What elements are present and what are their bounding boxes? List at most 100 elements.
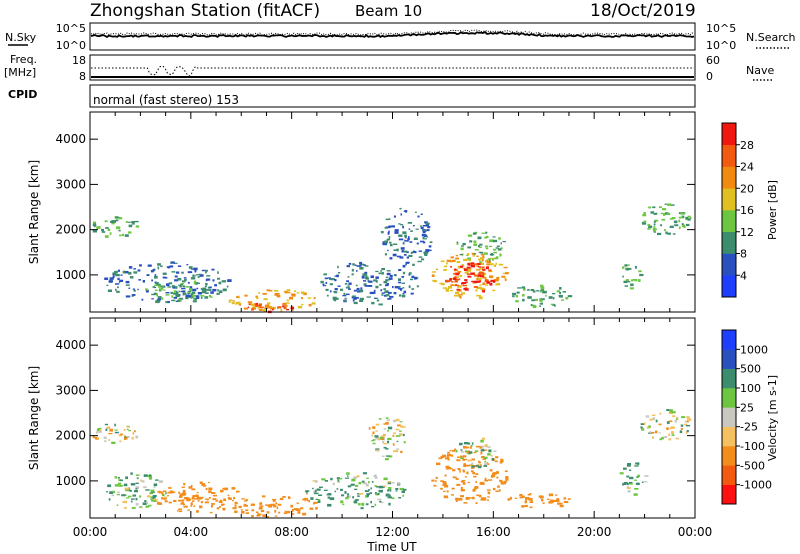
- scatter-cell-region-6: [408, 236, 410, 238]
- scatter-cell-region-6: [452, 469, 456, 472]
- scatter-cell-region-1: [165, 492, 167, 495]
- scatter-cell-region-6: [385, 218, 389, 221]
- scatter-cell-region-5: [324, 284, 327, 287]
- scatter-cell-region-7: [476, 264, 479, 267]
- scatter-cell-region-3: [268, 305, 272, 309]
- scatter-cell-region-5: [398, 285, 401, 289]
- scatter-cell-region-8: [455, 284, 458, 286]
- scatter-cell-region-5: [356, 287, 360, 291]
- scatter-cell-region-10: [522, 288, 526, 291]
- scatter-cell-region-3: [274, 509, 277, 513]
- colorbar-tick-label: -1000: [740, 479, 772, 492]
- scatter-cell-region-1: [164, 277, 168, 279]
- scatter-cell-region-2: [211, 492, 216, 494]
- scatter-cell-region-8: [521, 505, 525, 508]
- scatter-cell-region-5: [325, 288, 329, 291]
- scatter-cell-region-3: [252, 306, 255, 309]
- scatter-cell-region-5: [393, 292, 397, 295]
- scatter-cell-region-1: [190, 277, 196, 280]
- scatter-cell-region-6: [488, 479, 493, 481]
- freq-panel: Freq. [MHz] 18 8 60 0 Nave: [4, 53, 774, 83]
- scatter-cell-region-0: [92, 435, 95, 439]
- scatter-cell-region-6: [420, 226, 424, 230]
- scatter-cell-region-6: [402, 231, 407, 235]
- scatter-cell-region-2: [188, 486, 193, 489]
- scatter-cell-region-3: [291, 513, 295, 515]
- scatter-cell-region-4: [388, 481, 391, 483]
- scatter-cell-region-3: [261, 495, 266, 498]
- scatter-cell-region-8: [529, 506, 533, 509]
- scatter-cell-region-6: [487, 499, 489, 501]
- scatter-cell-region-3: [272, 503, 276, 506]
- scatter-cell-region-6: [440, 456, 445, 458]
- scatter-cell-region-1: [159, 283, 161, 286]
- scatter-cell-region-1: [135, 487, 138, 490]
- scatter-cell-region-5: [389, 274, 393, 278]
- scatter-cell-region-5: [389, 295, 394, 298]
- scatter-cell-region-2: [163, 285, 166, 288]
- scatter-cell-region-2: [227, 496, 230, 500]
- scatter-cell-region-5: [381, 294, 384, 296]
- scatter-cell-region-5: [373, 291, 376, 294]
- scatter-cell-region-5: [399, 294, 402, 297]
- scatter-cell-region-3: [313, 501, 318, 504]
- scatter-cell-region-6: [427, 249, 432, 252]
- scatter-cell-region-9: [495, 256, 499, 259]
- scatter-cell-region-6: [429, 241, 433, 243]
- scatter-cell-region-9: [633, 479, 638, 481]
- scatter-cell-region-4: [376, 486, 379, 488]
- scatter-cell-region-4: [348, 495, 351, 498]
- scatter-cell-region-5: [369, 291, 375, 295]
- scatter-cell-region-0: [114, 423, 116, 427]
- scatter-cell-region-2: [195, 282, 200, 284]
- scatter-cell-region-1: [165, 301, 169, 304]
- scatter-cell-region-10: [668, 412, 673, 414]
- scatter-cell-region-1: [149, 492, 153, 495]
- scatter-cell-region-5: [395, 428, 400, 431]
- scatter-cell-region-2: [161, 287, 164, 289]
- scatter-cell-region-6: [494, 460, 498, 463]
- scatter-cell-region-10: [552, 297, 555, 300]
- scatter-cell-region-4: [327, 504, 330, 507]
- scatter-cell-region-8: [478, 266, 481, 268]
- scatter-cell-region-6: [474, 486, 479, 489]
- nave-line: [91, 65, 694, 77]
- scatter-cell-region-1: [175, 294, 180, 297]
- scatter-cell-region-9: [493, 248, 497, 251]
- scatter-cell-region-6: [462, 455, 467, 458]
- scatter-cell-region-1: [112, 273, 115, 276]
- scatter-cell-region-0: [96, 226, 101, 229]
- scatter-cell-region-5: [364, 271, 368, 275]
- scatter-cell-region-4: [353, 476, 357, 479]
- colorbar-tick-label: -500: [740, 459, 765, 472]
- scatter-cell-region-7: [472, 465, 475, 468]
- scatter-cell-region-5: [377, 449, 380, 452]
- scatter-cell-region-2: [212, 498, 217, 501]
- scatter-cell-region-1: [131, 507, 136, 509]
- scatter-cell-region-1: [138, 279, 141, 281]
- scatter-cell-region-5: [337, 272, 341, 274]
- scatter-cell-region-1: [195, 274, 199, 276]
- scatter-cell-region-6: [428, 245, 432, 248]
- scatter-cell-region-5: [385, 448, 389, 450]
- scatter-cell-region-9: [488, 245, 493, 247]
- scatter-cell-region-3: [272, 306, 276, 310]
- scatter-cell-region-11: [687, 218, 691, 221]
- scatter-cell-region-4: [351, 478, 356, 482]
- scatter-cell-region-6: [492, 487, 496, 491]
- scatter-cell-region-6: [455, 499, 458, 502]
- scatter-cell-region-6: [500, 460, 504, 463]
- scatter-cell-region-3: [276, 294, 281, 298]
- scatter-cell-region-7: [450, 284, 454, 286]
- scatter-cell-region-0: [116, 227, 121, 230]
- scatter-cell-region-6: [415, 228, 419, 230]
- scatter-cell-region-1: [124, 483, 128, 486]
- scatter-cell-region-5: [387, 279, 391, 281]
- colorbar-cell: [722, 330, 736, 350]
- scatter-cell-region-7: [485, 284, 489, 286]
- scatter-cell-region-4: [374, 485, 377, 487]
- scatter-cell-region-8: [482, 290, 485, 293]
- scatter-cell-region-5: [392, 432, 396, 435]
- scatter-cell-region-1: [227, 279, 232, 282]
- scatter-cell-region-2: [154, 289, 158, 292]
